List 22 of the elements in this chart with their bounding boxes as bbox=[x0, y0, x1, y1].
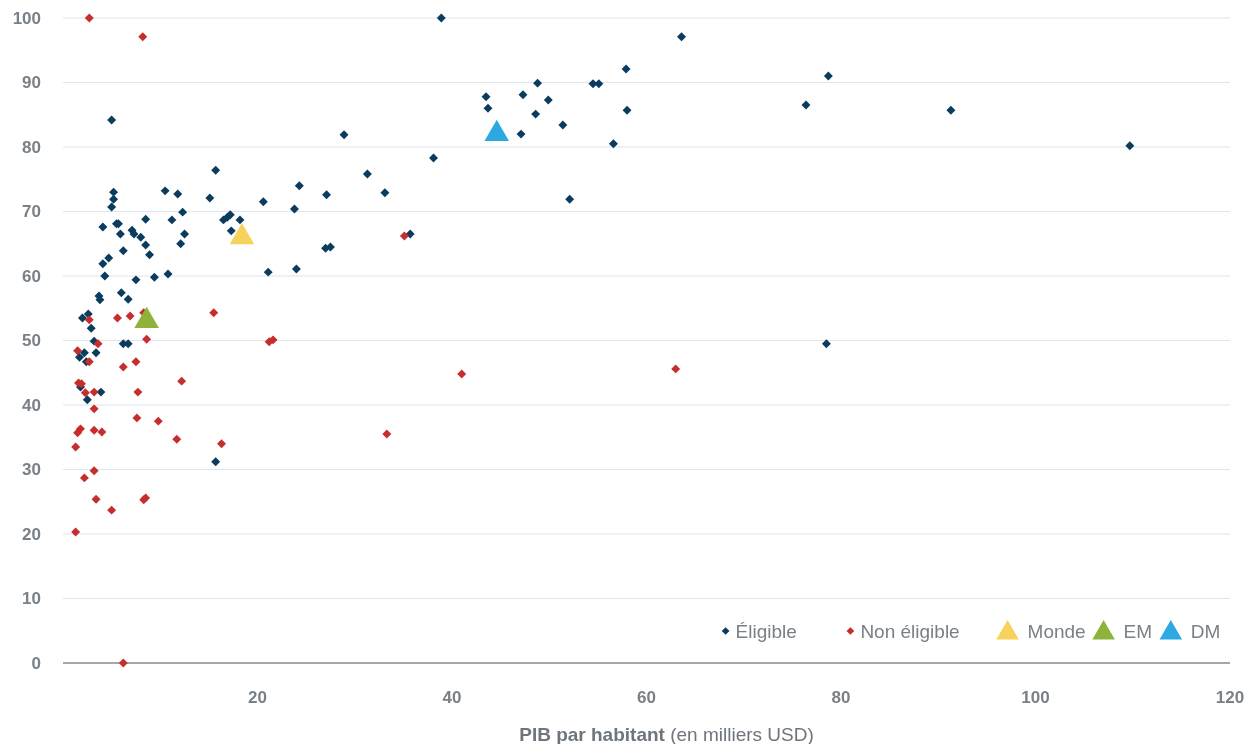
y-tick-label: 0 bbox=[31, 653, 41, 673]
y-tick-label: 70 bbox=[22, 202, 41, 222]
y-tick-label: 90 bbox=[22, 73, 41, 93]
x-tick-label: 120 bbox=[1215, 688, 1245, 707]
x-tick-label: 20 bbox=[248, 688, 267, 707]
x-tick-label: 60 bbox=[637, 688, 656, 707]
legend-label: Monde bbox=[1027, 620, 1086, 642]
x-tick-label: 100 bbox=[1021, 688, 1050, 707]
y-tick-label: 10 bbox=[22, 589, 41, 609]
legend-label: EM bbox=[1123, 620, 1153, 642]
y-tick-label: 40 bbox=[22, 395, 41, 415]
legend-label: Éligible bbox=[735, 620, 797, 642]
x-tick-label: 80 bbox=[831, 688, 851, 707]
y-tick-label: 80 bbox=[22, 137, 41, 157]
legend-label: DM bbox=[1190, 620, 1221, 642]
y-tick-label: 20 bbox=[22, 524, 41, 544]
y-tick-label: 30 bbox=[22, 460, 41, 480]
y-tick-label: 50 bbox=[22, 331, 41, 351]
legend-label: Non éligible bbox=[860, 620, 960, 642]
x-tick-label: 40 bbox=[442, 688, 462, 707]
y-tick-label: 100 bbox=[12, 8, 41, 28]
y-tick-label: 60 bbox=[22, 266, 41, 286]
